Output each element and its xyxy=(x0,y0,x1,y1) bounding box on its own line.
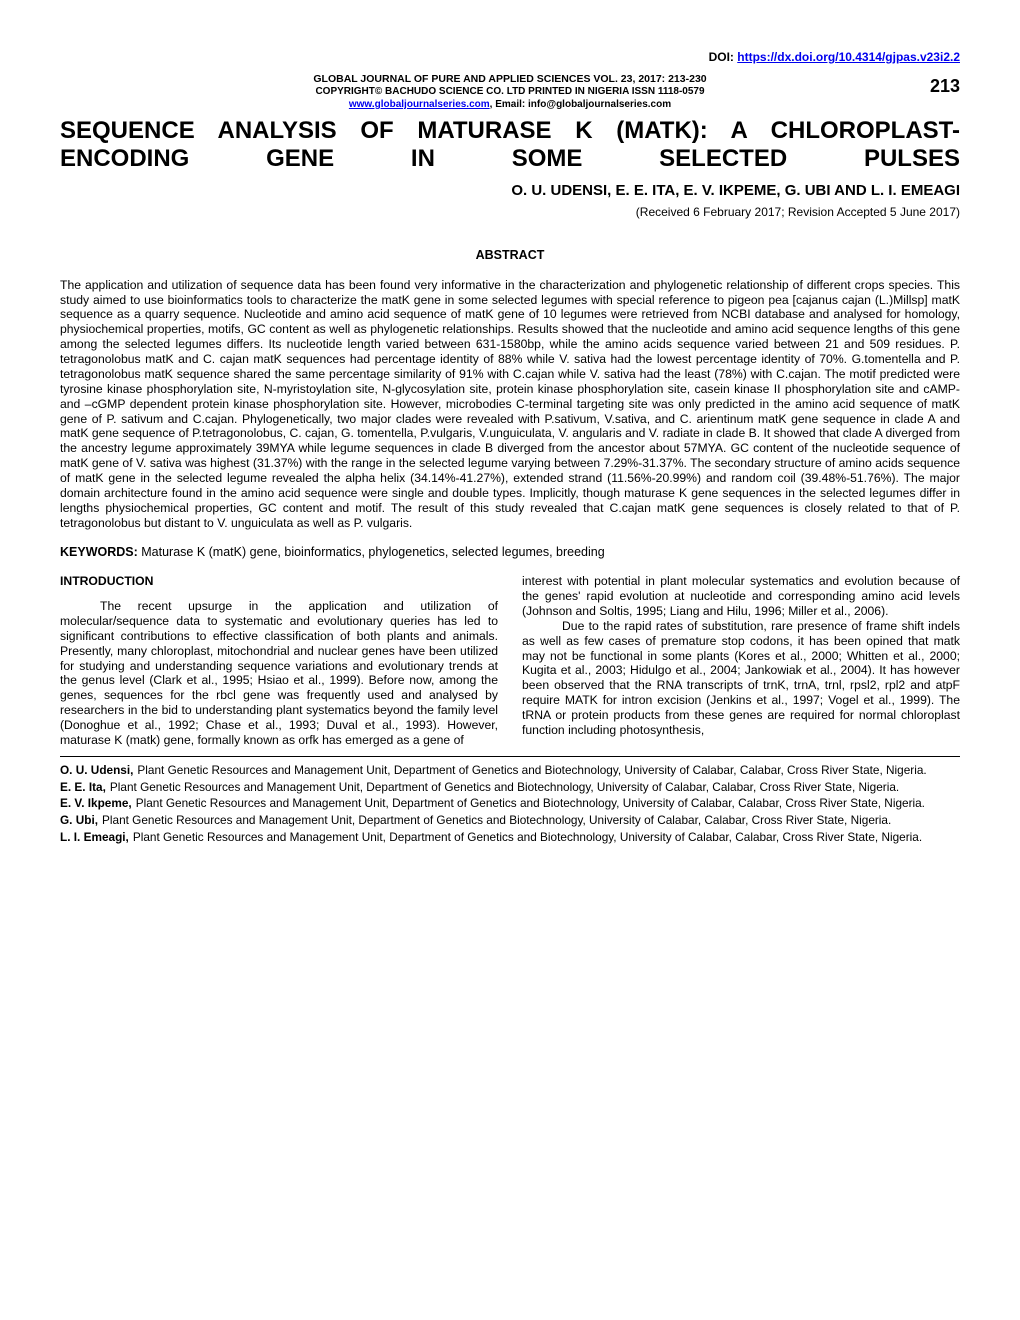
affil-name: E. V. Ikpeme, xyxy=(60,796,132,811)
affiliation-row: E. V. Ikpeme, Plant Genetic Resources an… xyxy=(60,796,960,811)
received-line: (Received 6 February 2017; Revision Acce… xyxy=(60,205,960,220)
keywords-text: Maturase K (matK) gene, bioinformatics, … xyxy=(138,545,605,559)
doi-line: DOI: https://dx.doi.org/10.4314/gjpas.v2… xyxy=(60,50,960,65)
affil-text: Plant Genetic Resources and Management U… xyxy=(129,830,922,845)
affil-name: G. Ubi, xyxy=(60,813,98,828)
affil-name: E. E. Ita, xyxy=(60,780,106,795)
affiliation-row: G. Ubi, Plant Genetic Resources and Mana… xyxy=(60,813,960,828)
affil-text: Plant Genetic Resources and Management U… xyxy=(133,763,926,778)
author-list: O. U. UDENSI, E. E. ITA, E. V. IKPEME, G… xyxy=(60,182,960,201)
affil-text: Plant Genetic Resources and Management U… xyxy=(132,796,925,811)
affil-name: O. U. Udensi, xyxy=(60,763,133,778)
keywords-line: KEYWORDS: Maturase K (matK) gene, bioinf… xyxy=(60,545,960,561)
doi-link[interactable]: https://dx.doi.org/10.4314/gjpas.v23i2.2 xyxy=(737,50,960,64)
page-number: 213 xyxy=(930,75,960,98)
affil-text: Plant Genetic Resources and Management U… xyxy=(98,813,891,828)
intro-paragraph-3: Due to the rapid rates of substitution, … xyxy=(522,619,960,738)
intro-paragraph-2: interest with potential in plant molecul… xyxy=(522,574,960,619)
introduction-heading: INTRODUCTION xyxy=(60,574,498,589)
affil-name: L. I. Emeagi, xyxy=(60,830,129,845)
copyright-line: COPYRIGHT© BACHUDO SCIENCE CO. LTD PRINT… xyxy=(60,86,960,99)
journal-line: GLOBAL JOURNAL OF PURE AND APPLIED SCIEN… xyxy=(60,73,960,86)
affiliations-block: O. U. Udensi, Plant Genetic Resources an… xyxy=(60,763,960,845)
journal-header: GLOBAL JOURNAL OF PURE AND APPLIED SCIEN… xyxy=(60,73,960,111)
affiliation-row: L. I. Emeagi, Plant Genetic Resources an… xyxy=(60,830,960,845)
affiliation-divider xyxy=(60,756,960,757)
affil-text: Plant Genetic Resources and Management U… xyxy=(106,780,899,795)
site-link[interactable]: www.globaljournalseries.com xyxy=(349,99,490,110)
affiliation-row: O. U. Udensi, Plant Genetic Resources an… xyxy=(60,763,960,778)
site-email: , Email: info@globaljournalseries.com xyxy=(490,99,671,110)
affiliation-row: E. E. Ita, Plant Genetic Resources and M… xyxy=(60,780,960,795)
keywords-label: KEYWORDS: xyxy=(60,545,138,559)
body-columns: INTRODUCTION The recent upsurge in the a… xyxy=(60,574,960,748)
intro-paragraph-1: The recent upsurge in the application an… xyxy=(60,599,498,748)
site-line: www.globaljournalseries.com, Email: info… xyxy=(60,99,960,112)
doi-label: DOI: xyxy=(709,50,734,64)
abstract-body: The application and utilization of seque… xyxy=(60,278,960,531)
paper-title: SEQUENCE ANALYSIS OF MATURASE K (MATK): … xyxy=(60,117,960,172)
abstract-heading: ABSTRACT xyxy=(60,248,960,264)
